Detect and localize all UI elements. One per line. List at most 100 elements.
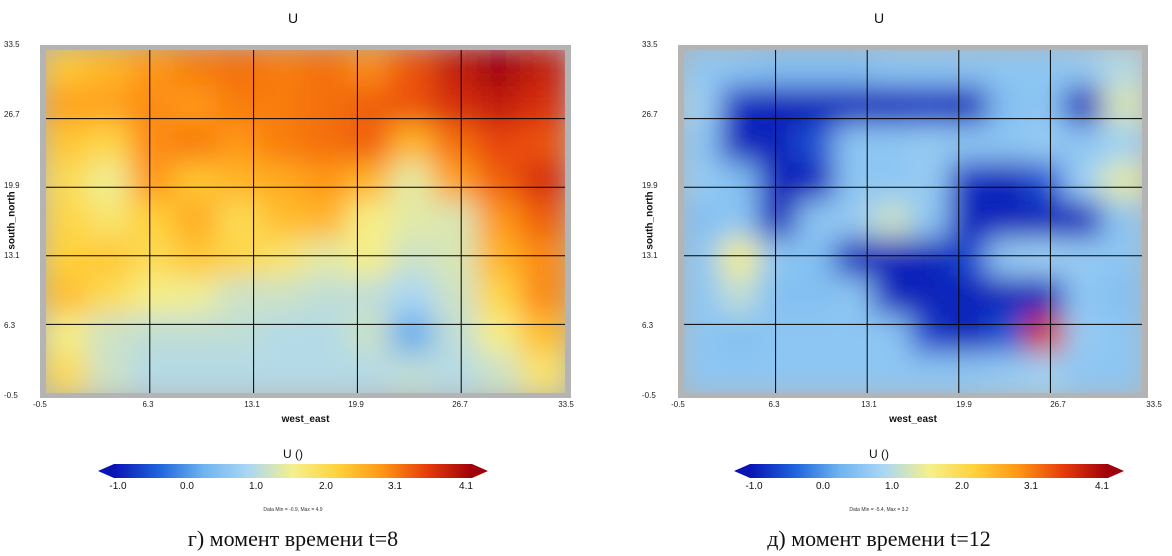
heatmap-cell [1063,162,1106,205]
heatmap-cell [834,238,877,281]
heatmap-cell [87,276,135,319]
heatmap-cell [260,124,308,167]
x-axis-label: west_east [281,414,330,425]
heatmap-cell [130,238,178,281]
panel-t8: U 33.5 26.7 19.9 13.1 6.3 -0.5 -0.5 6.3 … [4,10,574,551]
heatmap-cell [987,124,1030,167]
heatmap-cell [390,314,438,357]
heatmap-cell [758,276,801,319]
heatmap-cell [260,162,308,205]
heatmap-cell [684,124,725,167]
heatmap-cell [303,314,351,357]
heatmap-cell [834,50,877,91]
colorbar-arrow-right [472,464,488,478]
heatmap-cell [346,86,394,129]
x-tick-label: 13.1 [244,400,260,409]
y-tick-label: 13.1 [4,251,20,260]
heatmap-cell [390,124,438,167]
heatmap-cell [260,276,308,319]
heatmap-cell [46,50,92,91]
heatmap-cell [173,238,221,281]
heatmap-cell [758,200,801,243]
heatmap-cell [519,86,565,129]
heatmap-cell [834,352,877,393]
heatmap-cell [130,276,178,319]
heatmap-cell [758,352,801,393]
heatmap-cell [260,352,308,393]
colorbar-arrow-left [734,464,750,478]
heatmap-cell [872,50,915,91]
y-tick-label: 33.5 [642,40,658,49]
heatmap-cell [1025,352,1068,393]
heatmap-cell [46,314,92,357]
y-tick-label: 26.7 [4,110,20,119]
heatmap-cell [949,86,992,129]
colorbar-tick: 4.1 [1095,481,1109,492]
heatmap-cell [346,124,394,167]
heatmap-cell [1025,314,1068,357]
heatmap-cell [519,314,565,357]
heatmap-cell [684,314,725,357]
heatmap-svg [46,50,565,393]
heatmap-cell [346,352,394,393]
heatmap-cell [1063,352,1106,393]
heatmap-cell [911,124,954,167]
heatmap-cell [173,276,221,319]
heatmap-cell [834,162,877,205]
heatmap-cell [872,276,915,319]
panel-t12: U 33.5 26.7 19.9 13.1 6.3 -0.5 -0.5 6.3 … [586,0,1172,556]
colorbar-tick: -1.0 [109,481,127,492]
heatmap-cell [949,200,992,243]
colorbar-arrow-right [1108,464,1124,478]
heatmap-cell [303,200,351,243]
colorbar-tick: 2.0 [955,481,969,492]
heatmap-cell [476,50,524,91]
heatmap-cell [519,276,565,319]
heatmap-cell [217,124,265,167]
heatmap-cell [758,314,801,357]
heatmap-cell [1063,124,1106,167]
heatmap-cell [1063,86,1106,129]
heatmap-svg [684,50,1142,393]
heatmap-cell [217,352,265,393]
heatmap-cell [46,124,92,167]
heatmap-cell [87,238,135,281]
heatmap-cell [173,352,221,393]
heatmap-cell [390,200,438,243]
heatmap-cell [987,50,1030,91]
y-tick-label: 26.7 [642,110,658,119]
heatmap-cell [1101,50,1142,91]
heatmap-cell [684,276,725,319]
heatmap-cell [684,352,725,393]
x-tick-label: 19.9 [348,400,364,409]
heatmap-cell [46,352,92,393]
heatmap-cell [260,86,308,129]
y-tick-label: 6.3 [4,321,16,330]
heatmap-cell [720,352,763,393]
y-tick-label: 33.5 [4,40,20,49]
heatmap-cell [476,124,524,167]
heatmap-cell [872,238,915,281]
chart-title: U [873,10,885,26]
heatmap-cell [1101,200,1142,243]
heatmap-cell [1063,238,1106,281]
heatmap-cell [476,276,524,319]
heatmap-cell [911,86,954,129]
heatmap-cell [872,162,915,205]
heatmap-cell [173,50,221,91]
heatmap-cell [1101,162,1142,205]
heatmap-cell [758,50,801,91]
heatmap-cell [911,238,954,281]
figure-caption: д) момент времени t=12 [767,526,991,551]
heatmap-cell [217,86,265,129]
heatmap-cell [720,162,763,205]
heatmap-cell [87,352,135,393]
heatmap-cell [1063,50,1106,91]
heatmap-cell [1063,276,1106,319]
heatmap-cell [1025,124,1068,167]
colorbar-tick: 2.0 [319,481,333,492]
colorbar-title: U () [869,447,889,461]
heatmap-cell [796,238,839,281]
plot-grid [46,50,565,393]
colorbar-tick: 1.0 [885,481,899,492]
